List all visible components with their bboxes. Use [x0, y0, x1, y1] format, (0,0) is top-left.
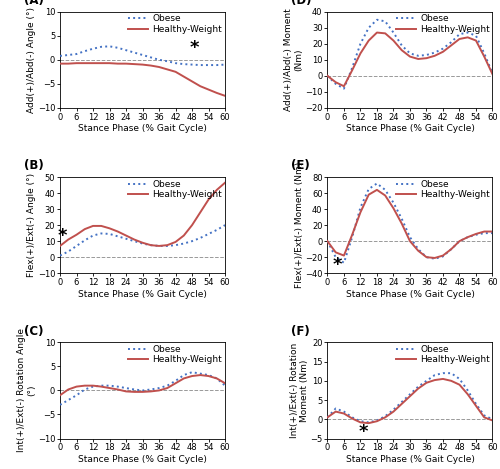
X-axis label: Stance Phase (% Gait Cycle): Stance Phase (% Gait Cycle) [78, 455, 207, 464]
Text: (E): (E) [291, 159, 310, 172]
Legend: Obese, Healthy-Weight: Obese, Healthy-Weight [128, 179, 224, 200]
X-axis label: Stance Phase (% Gait Cycle): Stance Phase (% Gait Cycle) [78, 124, 207, 134]
Y-axis label: Add(+)/Abd(-) Angle (°): Add(+)/Abd(-) Angle (°) [27, 7, 36, 113]
Y-axis label: Flex(+)/Ext(-) Moment (Nm): Flex(+)/Ext(-) Moment (Nm) [294, 162, 304, 288]
Y-axis label: Int(+)/Ext(-) Rotation
Moment (Nm): Int(+)/Ext(-) Rotation Moment (Nm) [290, 343, 309, 438]
X-axis label: Stance Phase (% Gait Cycle): Stance Phase (% Gait Cycle) [346, 124, 474, 134]
Legend: Obese, Healthy-Weight: Obese, Healthy-Weight [128, 344, 224, 365]
X-axis label: Stance Phase (% Gait Cycle): Stance Phase (% Gait Cycle) [346, 290, 474, 299]
Text: *: * [358, 423, 368, 440]
Y-axis label: Int(+)/Ext(-) Rotation Angle
(°): Int(+)/Ext(-) Rotation Angle (°) [17, 328, 36, 453]
Text: (D): (D) [291, 0, 312, 7]
X-axis label: Stance Phase (% Gait Cycle): Stance Phase (% Gait Cycle) [78, 290, 207, 299]
Text: *: * [58, 227, 68, 245]
Text: *: * [332, 256, 342, 274]
Legend: Obese, Healthy-Weight: Obese, Healthy-Weight [395, 179, 490, 200]
Text: *: * [190, 39, 200, 57]
Text: (C): (C) [24, 325, 43, 338]
Text: (F): (F) [291, 325, 310, 338]
Y-axis label: Add(+)/Abd(-) Moment
(Nm): Add(+)/Abd(-) Moment (Nm) [284, 8, 304, 111]
Y-axis label: Flex(+)/Ext(-) Angle (°): Flex(+)/Ext(-) Angle (°) [27, 173, 36, 277]
Text: (A): (A) [24, 0, 44, 7]
Legend: Obese, Healthy-Weight: Obese, Healthy-Weight [395, 344, 490, 365]
Text: (B): (B) [24, 159, 44, 172]
X-axis label: Stance Phase (% Gait Cycle): Stance Phase (% Gait Cycle) [346, 455, 474, 464]
Legend: Obese, Healthy-Weight: Obese, Healthy-Weight [395, 14, 490, 35]
Legend: Obese, Healthy-Weight: Obese, Healthy-Weight [128, 14, 224, 35]
